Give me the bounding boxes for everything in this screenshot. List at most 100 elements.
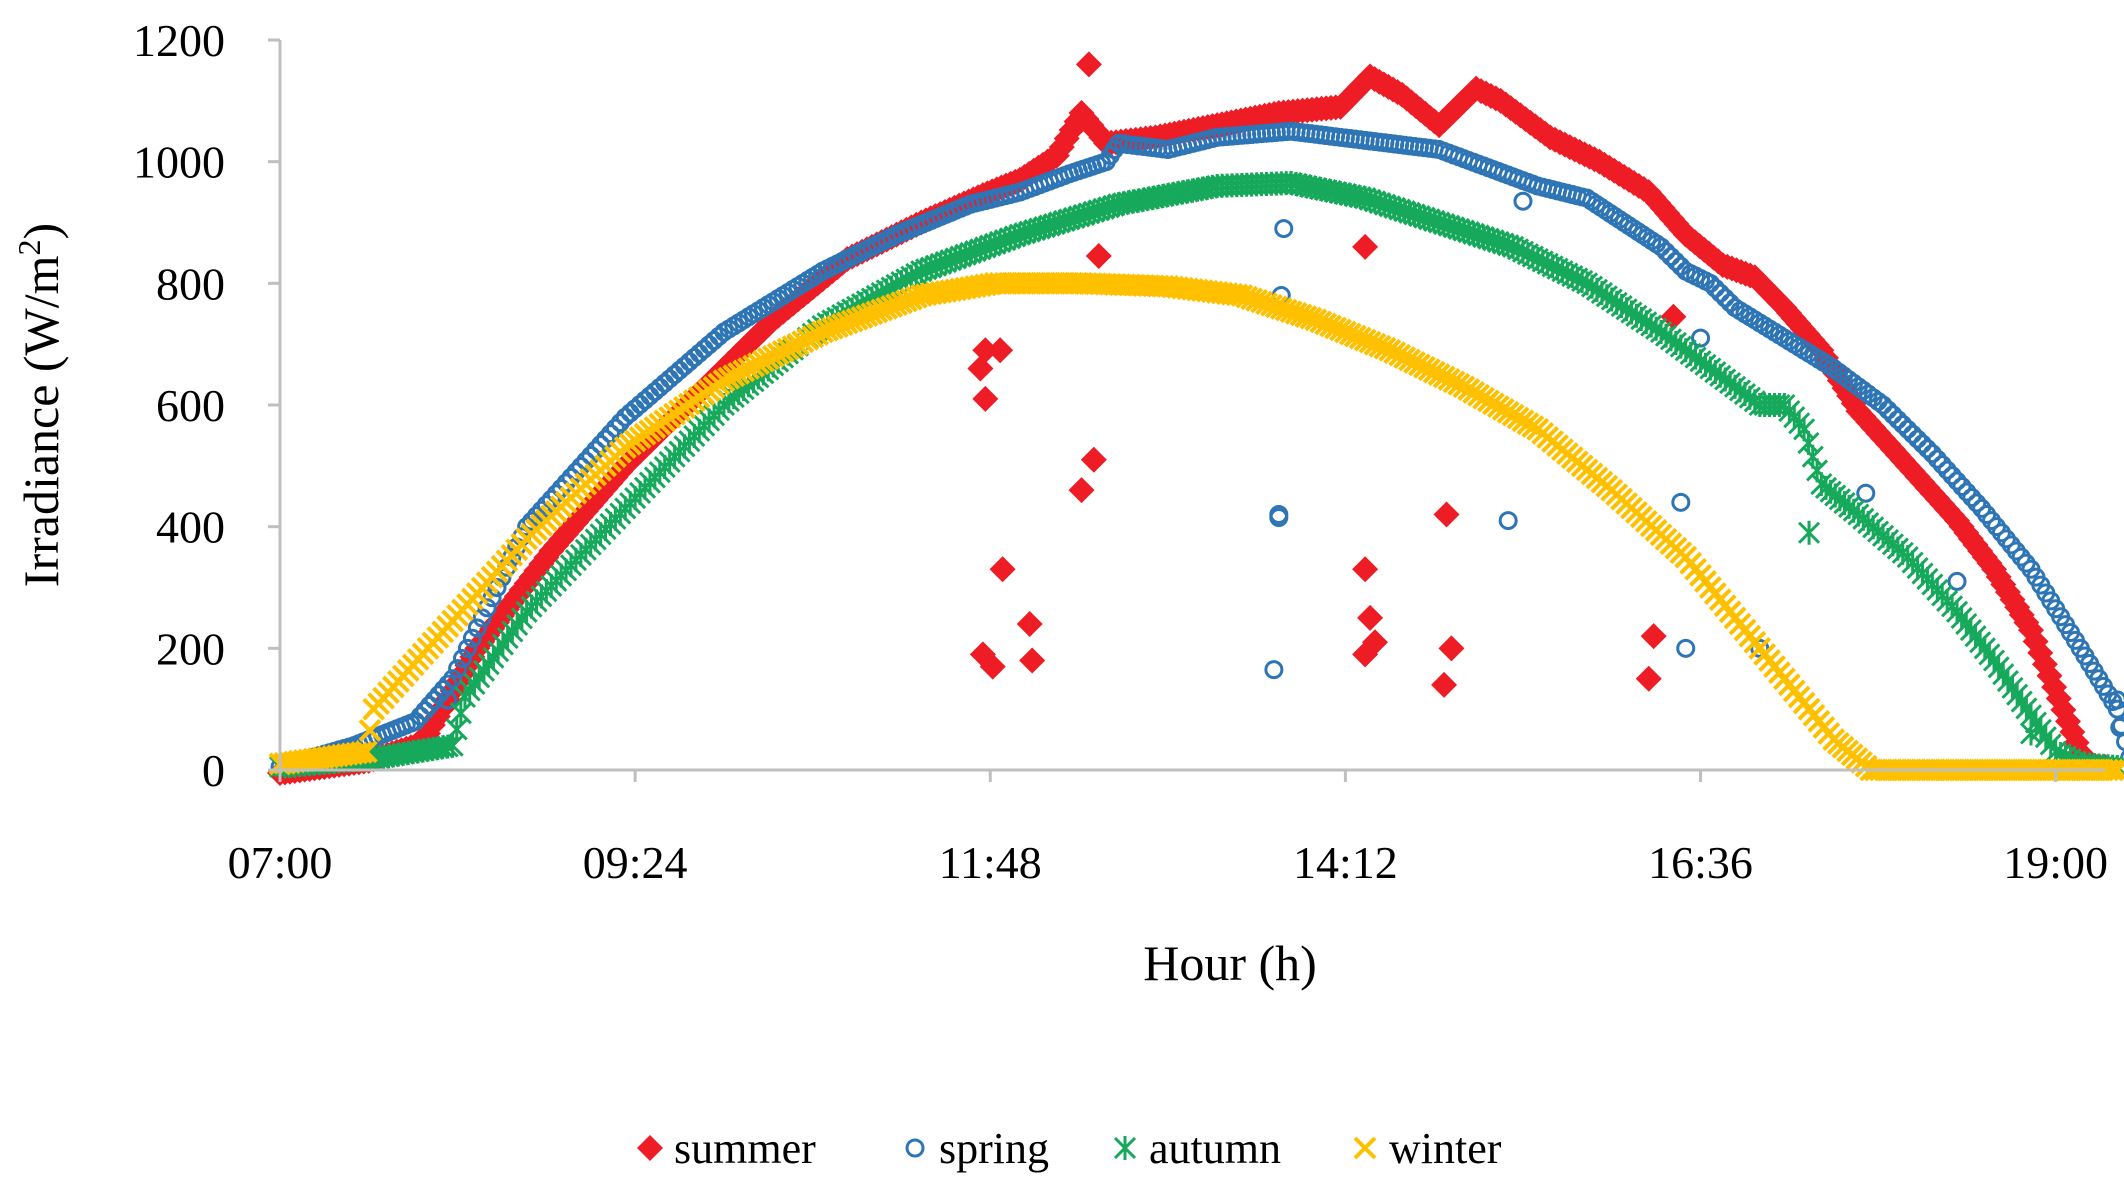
x-tick-label: 11:48 xyxy=(939,837,1042,888)
y-tick-label: 0 xyxy=(202,745,225,796)
spring-point xyxy=(600,424,620,444)
spring-point xyxy=(1700,273,1720,293)
spring-point xyxy=(1666,251,1686,271)
summer-outlier-point xyxy=(1431,671,1458,698)
summer-outlier-point xyxy=(1016,611,1043,637)
spring-point xyxy=(581,445,601,465)
spring-point xyxy=(433,679,453,699)
summer-outlier-point xyxy=(972,385,999,412)
winter-point xyxy=(2096,758,2120,782)
x-tick-label: 07:00 xyxy=(228,837,333,888)
spring-outlier-point xyxy=(1269,508,1289,528)
legend-marker-winter xyxy=(1353,1136,1377,1160)
spring-outlier-point xyxy=(1947,571,1967,591)
spring-outlier-point xyxy=(1676,638,1696,658)
spring-point xyxy=(1710,283,1730,303)
autumn-point xyxy=(445,717,468,742)
x-tick-label: 09:24 xyxy=(583,837,688,888)
y-tick-label: 400 xyxy=(156,502,225,553)
summer-outlier-point xyxy=(1085,242,1112,269)
y-axis-title-close: ) xyxy=(13,223,69,240)
summer-outlier-point xyxy=(1635,665,1662,692)
spring-point xyxy=(1937,460,1957,480)
x-tick-label: 19:00 xyxy=(2003,837,2108,888)
autumn-point xyxy=(441,733,464,758)
summer-outlier-point xyxy=(1352,556,1379,583)
spring-point xyxy=(1903,424,1923,444)
spring-point xyxy=(1952,477,1972,497)
spring-point xyxy=(1967,493,1987,513)
spring-point xyxy=(1878,400,1898,420)
spring-point xyxy=(1932,455,1952,475)
spring-point xyxy=(526,506,546,526)
spring-outlier-point xyxy=(1513,191,1533,211)
summer-outlier-point xyxy=(1019,647,1046,674)
spring-point xyxy=(1651,237,1671,257)
spring-point xyxy=(453,648,472,668)
spring-outlier-point xyxy=(1498,511,1518,531)
summer-outlier-point xyxy=(1660,303,1687,330)
x-axis-ticks: 07:00 09:24 11:48 14:12 16:36 19:00 xyxy=(228,770,2108,888)
spring-point xyxy=(1898,419,1918,439)
spring-point xyxy=(1705,278,1725,298)
summer-outlier-point xyxy=(987,337,1014,364)
summer-outlier-point xyxy=(1640,623,1667,650)
spring-point xyxy=(467,618,487,638)
spring-point xyxy=(410,706,430,726)
spring-outlier-point xyxy=(438,690,458,710)
spring-point xyxy=(1661,247,1681,267)
legend-label: summer xyxy=(674,1124,816,1173)
plot-area xyxy=(267,51,2124,787)
legend-label: autumn xyxy=(1149,1124,1281,1173)
spring-point xyxy=(1917,439,1937,459)
spring-point xyxy=(1873,395,1893,415)
spring-point xyxy=(1883,405,1903,425)
spring-point xyxy=(448,659,468,679)
spring-point xyxy=(415,701,435,721)
y-tick-label: 800 xyxy=(156,258,225,309)
y-tick-label: 1200 xyxy=(133,15,225,66)
x-tick-label: 16:36 xyxy=(1648,837,1753,888)
summer-outlier-point xyxy=(972,337,999,364)
legend-item-autumn: autumn xyxy=(1113,1124,1281,1173)
legend-marker-autumn xyxy=(1113,1136,1137,1160)
spring-outlier-point xyxy=(1274,219,1294,239)
spring-point xyxy=(1656,242,1676,262)
legend-marker-summer xyxy=(637,1135,663,1161)
y-axis-title-main: Irradiance (W/m xyxy=(13,255,69,587)
spring-point xyxy=(1942,466,1962,486)
x-axis-title: Hour (h) xyxy=(1143,935,1317,991)
spring-point xyxy=(1913,434,1932,454)
summer-outlier-point xyxy=(1362,629,1388,656)
spring-outlier-point xyxy=(1750,638,1770,658)
legend-item-winter: winter xyxy=(1353,1124,1502,1173)
autumn-outlier-point xyxy=(1797,520,1821,545)
winter-point xyxy=(358,719,382,742)
spring-point xyxy=(1962,487,1982,507)
summer-outlier-point xyxy=(1433,501,1460,528)
spring-outlier-point xyxy=(1264,660,1284,680)
y-axis-ticks: 0 200 400 600 800 1000 1200 xyxy=(133,15,280,796)
y-axis-title: Irradiance (W/m2) xyxy=(11,223,69,587)
spring-point xyxy=(605,418,625,438)
spring-point xyxy=(1922,444,1942,464)
winter-point xyxy=(2101,758,2124,782)
legend-marker-spring xyxy=(905,1138,925,1158)
spring-outlier-point xyxy=(1671,492,1691,512)
spring-point xyxy=(420,695,440,715)
y-tick-label: 200 xyxy=(156,623,225,674)
summer-outlier-point xyxy=(979,653,1006,680)
autumn-point xyxy=(449,701,472,726)
spring-point xyxy=(1893,414,1913,434)
spring-point xyxy=(1715,288,1735,308)
winter-point xyxy=(350,741,373,764)
winter-point xyxy=(354,740,378,764)
spring-point xyxy=(1947,471,1967,491)
y-axis-title-superscript: 2 xyxy=(11,239,47,255)
spring-outlier-point xyxy=(2107,690,2124,710)
summer-point xyxy=(1058,117,1085,144)
summer-outlier-point xyxy=(1357,604,1384,631)
y-tick-label: 600 xyxy=(156,380,225,431)
